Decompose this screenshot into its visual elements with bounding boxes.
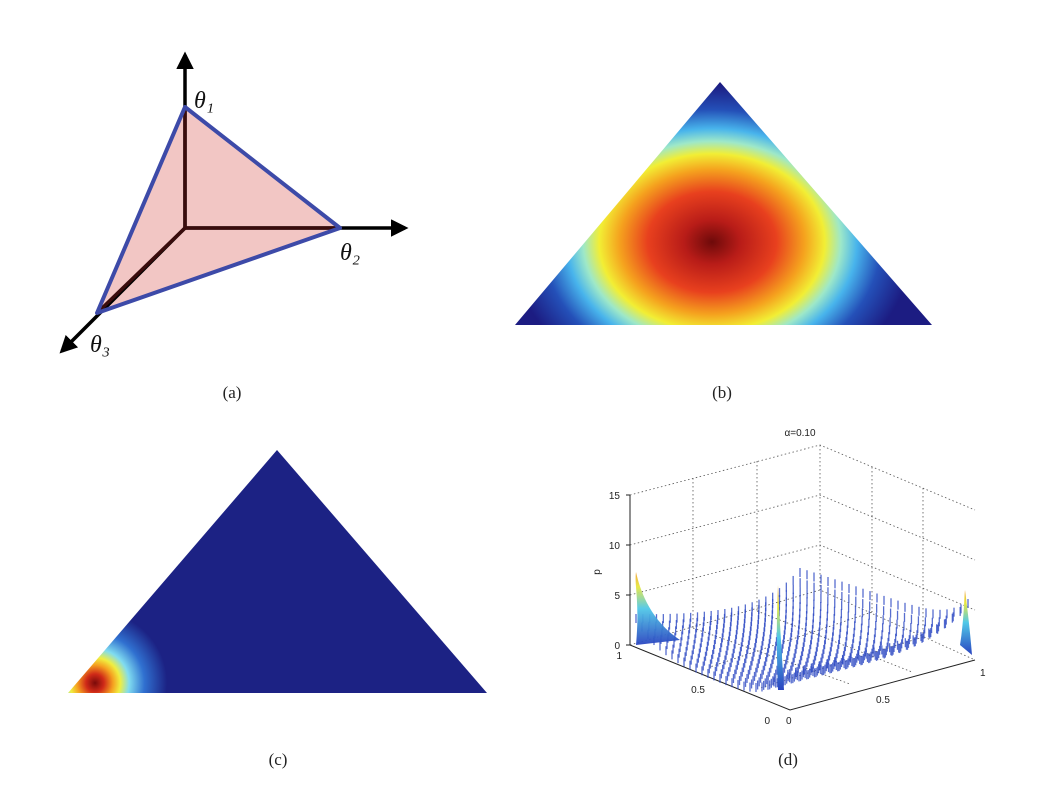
panel-d: α=0.10 15 10 5 0 p 1 0.5 0 0 0.5 1 (d) — [592, 428, 986, 769]
caption: (a) — [223, 383, 242, 402]
panel-a: θ₁ θ₂ θ₃ (a) — [59, 51, 409, 402]
z-tick-label: 10 — [609, 541, 621, 552]
simplex-edge — [95, 105, 342, 315]
density-heatmap — [68, 450, 487, 693]
right-tick-label: 0.5 — [876, 695, 890, 706]
plot-title: α=0.10 — [784, 428, 816, 439]
caption: (d) — [778, 750, 798, 769]
left-tick-label: 0 — [764, 716, 770, 727]
right-tick-label: 0 — [786, 716, 792, 727]
left-tick-label: 0.5 — [691, 685, 705, 696]
z-tick-label: 0 — [614, 641, 620, 652]
z-tick-label: 15 — [609, 491, 621, 502]
density-heatmap — [515, 82, 932, 325]
right-tick-label: 1 — [980, 668, 986, 679]
simplex-face — [97, 107, 340, 313]
theta2-label: θ₂ — [340, 240, 360, 266]
z-tick-label: 5 — [614, 591, 620, 602]
caption: (b) — [712, 383, 732, 402]
caption: (c) — [269, 750, 288, 769]
panel-b: (b) — [515, 82, 932, 402]
left-tick-label: 1 — [616, 651, 622, 662]
theta1-label: θ₁ — [194, 88, 214, 114]
z-axis-label: p — [592, 569, 603, 575]
theta3-label: θ₃ — [90, 332, 110, 358]
panel-c: (c) — [68, 450, 487, 769]
